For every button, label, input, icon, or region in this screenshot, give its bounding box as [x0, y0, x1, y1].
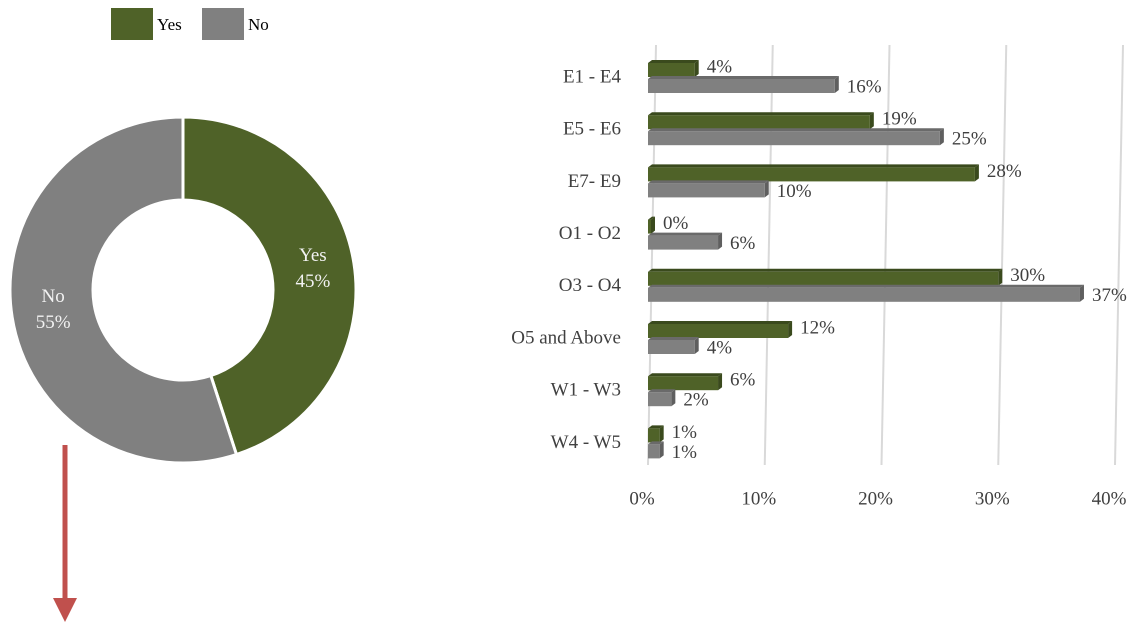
bar [648, 444, 660, 459]
bar-depth [764, 180, 769, 198]
bar-depth [1079, 284, 1084, 302]
bar [648, 340, 695, 354]
x-tick-label: 0% [629, 488, 655, 509]
bar-top [648, 112, 874, 116]
bar [648, 376, 719, 391]
bar-depth [694, 337, 699, 354]
bar-top [648, 321, 793, 324]
bar-depth [974, 164, 979, 182]
bar-depth [659, 425, 664, 443]
bar [648, 183, 765, 198]
bar-top [648, 164, 979, 168]
bar-depth [718, 373, 723, 391]
y-tick-label: E7- E9 [568, 171, 621, 192]
data-label: 19% [882, 109, 917, 130]
data-label: 2% [683, 390, 709, 411]
bar [648, 392, 672, 407]
grid-line [880, 44, 891, 466]
bar-depth [671, 389, 676, 407]
data-label: 6% [730, 370, 756, 391]
x-tick-label: 10% [741, 488, 776, 509]
grid-line [763, 44, 774, 466]
bar-top [648, 441, 664, 445]
bar-depth [939, 128, 944, 146]
grid-line [997, 44, 1008, 466]
bar-top [648, 128, 944, 132]
data-label: 30% [1010, 265, 1045, 286]
bar [648, 271, 999, 286]
y-tick-label: E5 - E6 [563, 119, 621, 140]
bar-top [648, 232, 723, 236]
bar [648, 235, 719, 250]
data-label: 4% [707, 56, 733, 77]
y-tick-label: E1 - E4 [563, 66, 622, 87]
x-tick-label: 40% [1092, 488, 1127, 509]
bar-depth [834, 76, 839, 93]
bar-depth [788, 321, 793, 338]
data-label: 25% [952, 129, 987, 150]
bar-top [648, 268, 1003, 272]
data-label: 6% [730, 233, 756, 254]
bar [648, 219, 651, 234]
bar-top [648, 216, 655, 220]
y-tick-label: W1 - W3 [551, 380, 621, 401]
bar-top [648, 373, 723, 377]
legend-swatch [202, 8, 244, 40]
bar [648, 167, 975, 182]
x-tick-label: 30% [975, 488, 1010, 509]
data-label: 16% [847, 76, 882, 97]
data-label: 12% [800, 317, 835, 338]
data-label: 4% [707, 337, 733, 358]
data-label: 28% [987, 161, 1022, 182]
bar [648, 428, 660, 443]
bar [648, 63, 695, 77]
bar [648, 79, 835, 93]
data-label: 37% [1092, 285, 1127, 306]
y-tick-label: O3 - O4 [559, 275, 622, 296]
legend-swatch [111, 8, 153, 40]
slice-value: 55% [36, 312, 71, 333]
data-label: 10% [777, 181, 812, 202]
x-tick-label: 20% [858, 488, 893, 509]
legend-label: No [248, 15, 269, 34]
data-label: 1% [672, 422, 698, 443]
data-label: 0% [663, 213, 689, 234]
bar [648, 131, 940, 146]
slice-label: Yes [299, 245, 327, 266]
y-tick-label: O1 - O2 [559, 223, 621, 244]
legend-label: Yes [157, 15, 182, 34]
donut-slice [181, 115, 358, 457]
bar-depth [694, 60, 699, 77]
bar-depth [869, 112, 874, 130]
donut-slice [8, 115, 239, 465]
bar-top [648, 284, 1084, 288]
bar-depth [651, 216, 655, 234]
bar-depth [998, 268, 1003, 286]
bar-top [648, 76, 839, 79]
bar-top [648, 337, 699, 340]
bar-top [648, 389, 676, 393]
slice-value: 45% [295, 271, 330, 292]
slice-label: No [42, 286, 65, 307]
bar-top [648, 180, 769, 184]
bar [648, 324, 789, 338]
bar-depth [659, 441, 664, 459]
data-label: 1% [672, 442, 698, 463]
bar [648, 115, 870, 130]
bar-depth [718, 232, 723, 250]
y-tick-label: O5 and Above [511, 327, 621, 348]
y-tick-label: W4 - W5 [551, 432, 621, 453]
arrow [53, 445, 77, 622]
bar [648, 287, 1080, 302]
bar-top [648, 60, 699, 63]
grid-line [1114, 44, 1124, 466]
bar-top [648, 425, 664, 429]
